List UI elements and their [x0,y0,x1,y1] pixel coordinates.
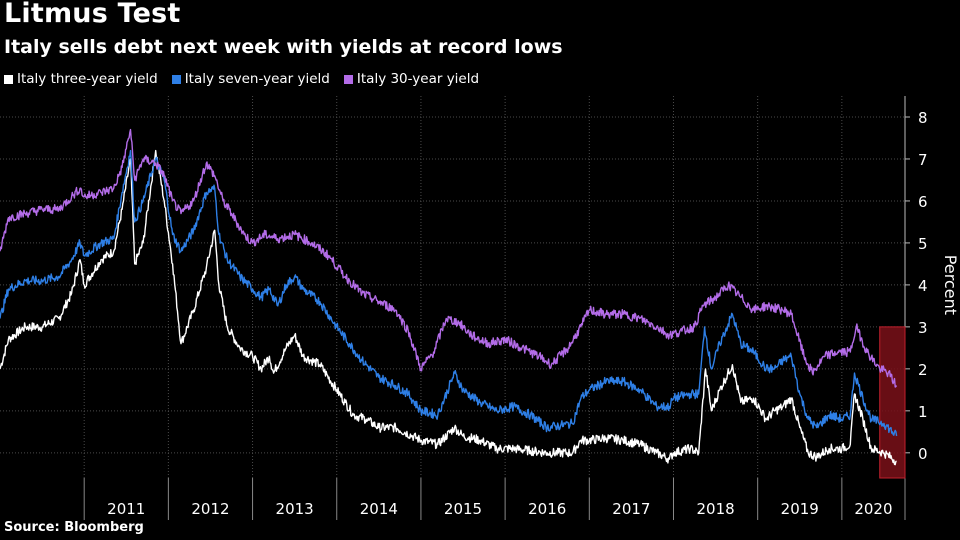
chart-title: Litmus Test [4,0,181,29]
series-line-1 [0,149,897,466]
legend-swatch [171,74,181,84]
legend-swatch [343,74,353,84]
series-line-3 [0,128,898,388]
legend: Italy three-year yield Italy seven-year … [4,71,479,87]
y-tick-label: 2 [918,361,928,379]
y-tick-label: 1 [918,403,928,421]
legend-item-seven-year: Italy seven-year yield [171,71,330,87]
source-note: Source: Bloomberg [4,520,144,535]
legend-label: Italy three-year yield [17,71,158,87]
x-tick-label: 2018 [696,500,734,518]
x-tick-label: 2012 [191,500,229,518]
y-tick-label: 5 [918,235,928,253]
y-tick-label: 6 [918,193,928,211]
legend-swatch [4,74,13,84]
series-line-2 [0,149,898,437]
y-tick-label: 4 [918,277,928,295]
y-tick-label: 3 [918,319,928,337]
x-tick-label: 2016 [528,500,566,518]
x-tick-label: 2014 [360,500,398,518]
x-tick-label: 2020 [854,500,892,518]
chart-subtitle: Italy sells debt next week with yields a… [4,36,563,58]
y-axis-label: Percent [941,255,960,315]
highlight-box [879,326,906,479]
x-tick-label: 2011 [107,500,145,518]
legend-item-three-year: Italy three-year yield [4,71,158,87]
x-tick-label: 2015 [444,500,482,518]
y-tick-label: 0 [918,445,928,463]
legend-label: Italy seven-year yield [184,71,330,87]
legend-item-30-year: Italy 30-year yield [343,71,480,87]
x-tick-label: 2013 [276,500,314,518]
x-tick-label: 2017 [612,500,650,518]
legend-label: Italy 30-year yield [356,71,480,87]
x-tick-label: 2019 [781,500,819,518]
y-tick-label: 7 [918,151,928,169]
y-tick-label: 8 [918,109,928,127]
